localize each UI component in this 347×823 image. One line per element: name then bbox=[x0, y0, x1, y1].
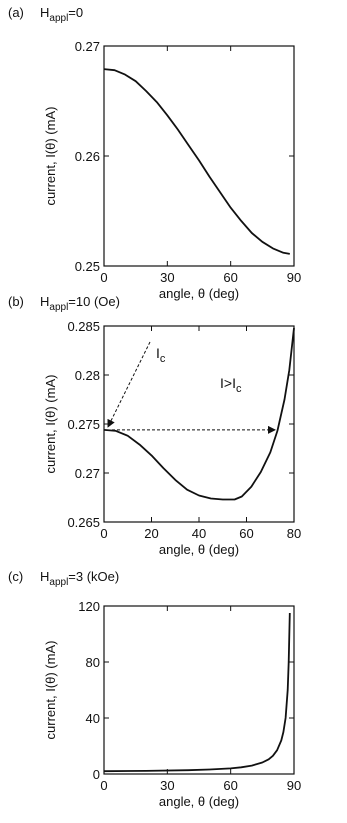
x-tick-label: 60 bbox=[223, 270, 237, 285]
x-tick-label: 0 bbox=[100, 526, 107, 541]
chart-panel-c: (c) Happl=3 (kOe) 0 30 60 90 0 40 80 120 angle, θ … bbox=[8, 569, 301, 809]
chart-panel-b: (b) Happl=10 (Oe) 0 20 40 60 80 0.265 0.27 0.275 0… bbox=[8, 294, 301, 557]
x-tick-label: 60 bbox=[239, 526, 253, 541]
panel-label: (a) bbox=[8, 5, 24, 20]
x-axis-label: angle, θ (deg) bbox=[159, 542, 239, 557]
panel-title: Happl=0 bbox=[40, 5, 83, 24]
x-tick-label: 60 bbox=[223, 778, 237, 793]
x-tick-label: 0 bbox=[100, 778, 107, 793]
y-tick-label: 40 bbox=[86, 711, 100, 726]
y-tick-label: 120 bbox=[78, 599, 100, 614]
plot-frame bbox=[103, 605, 295, 775]
annotation-igtic-label: I>Ic bbox=[220, 375, 242, 395]
x-tick-label: 0 bbox=[100, 270, 107, 285]
x-tick-label: 30 bbox=[160, 270, 174, 285]
series-line bbox=[103, 612, 291, 773]
chart-panel-a: (a) Happl=0 0 30 60 90 0.25 0.26 0.27 angle, θ (d… bbox=[8, 5, 301, 301]
y-tick-label: 80 bbox=[86, 655, 100, 670]
x-tick-label: 40 bbox=[192, 526, 206, 541]
y-tick-label: 0.265 bbox=[67, 515, 100, 530]
plot-frame bbox=[103, 325, 295, 523]
x-axis-label: angle, θ (deg) bbox=[159, 286, 239, 301]
x-tick-label: 90 bbox=[287, 778, 301, 793]
x-tick-label: 90 bbox=[287, 270, 301, 285]
panel-label: (b) bbox=[8, 294, 24, 309]
y-axis-label: current, I(θ) (mA) bbox=[43, 107, 58, 206]
annotation-ic-label: Ic bbox=[156, 345, 166, 365]
series-line bbox=[103, 327, 295, 501]
y-tick-label: 0.27 bbox=[75, 466, 100, 481]
y-axis-label: current, I(θ) (mA) bbox=[43, 641, 58, 740]
y-tick-label: 0.26 bbox=[75, 149, 100, 164]
panel-title: Happl=10 (Oe) bbox=[40, 294, 120, 313]
x-tick-label: 30 bbox=[160, 778, 174, 793]
annotation-arrow-ic bbox=[107, 341, 151, 428]
y-tick-label: 0.27 bbox=[75, 39, 100, 54]
y-tick-label: 0.275 bbox=[67, 417, 100, 432]
x-tick-label: 20 bbox=[144, 526, 158, 541]
y-tick-label: 0.285 bbox=[67, 319, 100, 334]
x-axis-label: angle, θ (deg) bbox=[159, 794, 239, 809]
y-tick-label: 0.28 bbox=[75, 368, 100, 383]
y-tick-label: 0.25 bbox=[75, 259, 100, 274]
panel-label: (c) bbox=[8, 569, 23, 584]
panel-title: Happl=3 (kOe) bbox=[40, 569, 119, 588]
y-tick-label: 0 bbox=[93, 767, 100, 782]
x-tick-label: 80 bbox=[287, 526, 301, 541]
y-axis-label: current, I(θ) (mA) bbox=[43, 375, 58, 474]
series-line bbox=[103, 68, 290, 255]
